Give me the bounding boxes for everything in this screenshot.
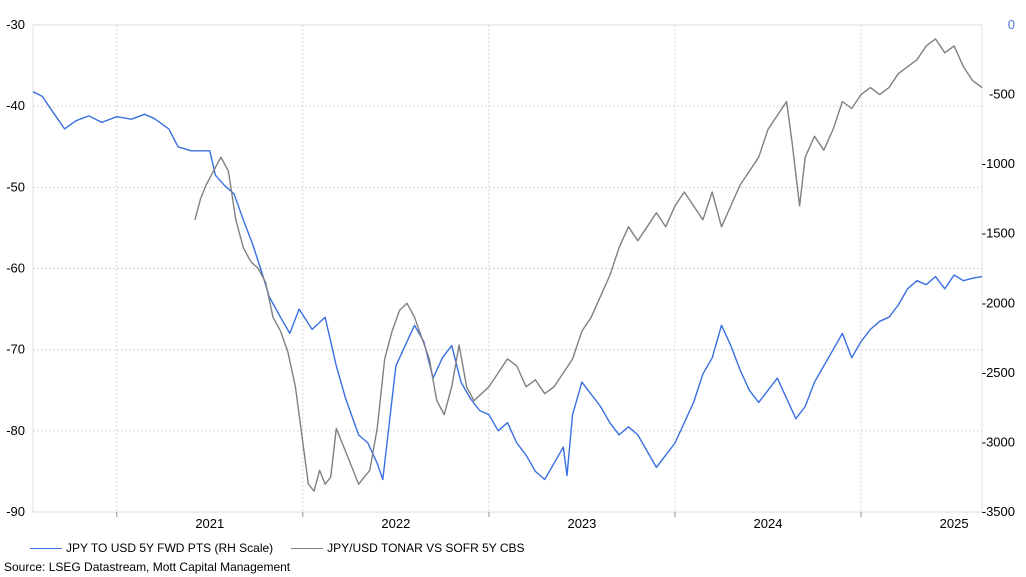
x-tick-label: 2022	[381, 516, 410, 531]
y-left-tick-label: -80	[6, 423, 25, 438]
y-right-tick-label: -2500	[982, 365, 1015, 380]
y-right-tick-label: -1000	[982, 156, 1015, 171]
legend: JPY TO USD 5Y FWD PTS (RH Scale) JPY/USD…	[30, 541, 525, 555]
x-tick-label: 2024	[754, 516, 783, 531]
y-right-tick-label: -2000	[982, 295, 1015, 310]
y-left-tick-label: -90	[6, 504, 25, 519]
legend-swatch-blue	[30, 547, 62, 549]
y-left-tick-label: -50	[6, 179, 25, 194]
legend-label-cbs: JPY/USD TONAR VS SOFR 5Y CBS	[327, 541, 525, 555]
y-left-tick-label: -30	[6, 17, 25, 32]
x-tick-label: 2021	[195, 516, 224, 531]
y-right-tick-label: -1500	[982, 226, 1015, 241]
y-right-tick-label: -3000	[982, 434, 1015, 449]
y-right-tick-label: 0	[1008, 17, 1015, 32]
y-right-tick-label: -500	[989, 87, 1015, 102]
plot-frame	[32, 24, 983, 513]
legend-swatch-gray	[291, 547, 324, 549]
x-tick-label: 2023	[567, 516, 596, 531]
x-tick-label: 2025	[940, 516, 969, 531]
y-right-tick-label: -3500	[982, 504, 1015, 519]
legend-item-fwd-pts: JPY TO USD 5Y FWD PTS (RH Scale)	[30, 541, 273, 555]
series-line-fwd-pts	[32, 90, 983, 481]
y-left-tick-label: -40	[6, 98, 25, 113]
chart: -30 -40 -50 -60 -70 -80 -90 0 -500 -1000 -1500 -200…	[6, 17, 1015, 531]
source-note: Source: LSEG Datastream, Mott Capital Ma…	[4, 560, 291, 574]
legend-item-cbs: JPY/USD TONAR VS SOFR 5Y CBS	[291, 541, 525, 555]
y-left-tick-label: -60	[6, 261, 25, 276]
legend-label-fwd-pts: JPY TO USD 5Y FWD PTS (RH Scale)	[66, 541, 274, 555]
series-line-cbs	[194, 38, 983, 492]
y-left-tick-label: -70	[6, 342, 25, 357]
